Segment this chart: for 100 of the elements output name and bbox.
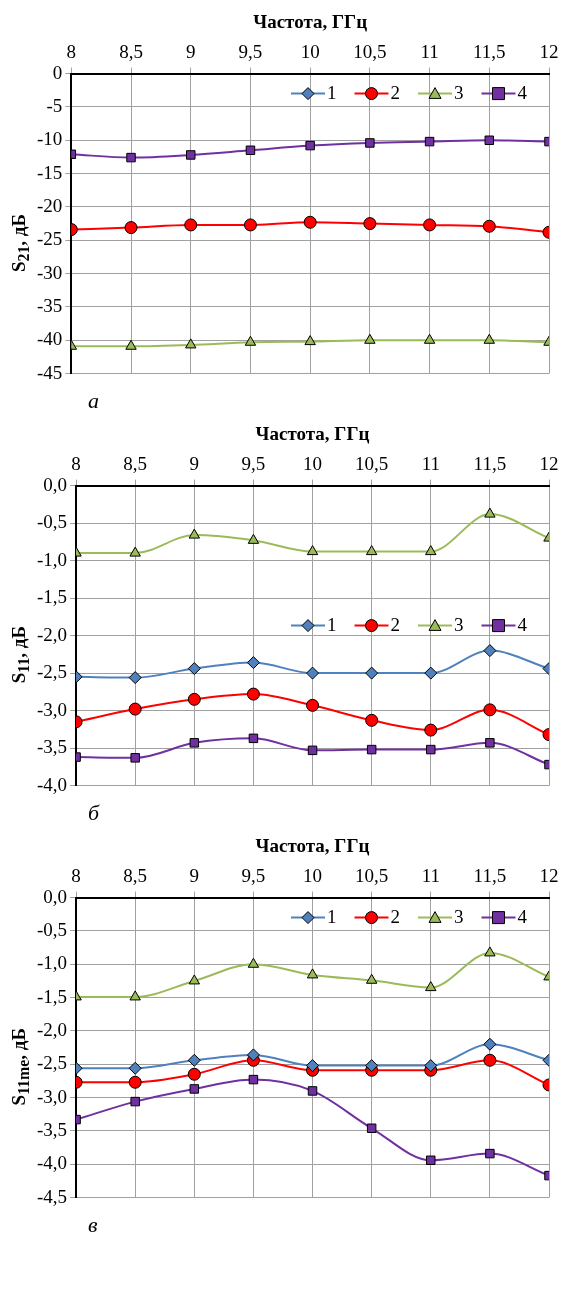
point	[187, 692, 201, 706]
y-tick-label: -35	[37, 294, 63, 316]
x-tick-label: 9	[189, 865, 200, 887]
legend-label: 2	[390, 81, 400, 103]
point	[483, 1037, 497, 1051]
point	[424, 136, 435, 147]
y-tick-label: -2,5	[37, 661, 68, 683]
legend-label: 2	[390, 905, 400, 927]
point	[365, 1059, 379, 1073]
x-tick-label: 8	[71, 453, 81, 475]
y-tick-label: -3,0	[37, 1085, 68, 1107]
y-tick-label: -2,0	[37, 623, 68, 645]
y-tick-label: -2,5	[37, 1052, 68, 1074]
y-tick-label: -40	[37, 328, 63, 350]
point	[246, 656, 260, 670]
y-tick-label: -25	[37, 228, 63, 250]
point	[185, 338, 197, 349]
x-tick-label: 11,5	[473, 865, 507, 887]
point	[485, 738, 495, 748]
point	[188, 974, 200, 985]
point	[426, 744, 436, 755]
point	[247, 533, 260, 544]
x-tick-label: 11	[421, 865, 440, 887]
point	[246, 1048, 260, 1062]
y-tick-label: -2,0	[37, 1018, 68, 1040]
legend-label: 1	[327, 81, 337, 103]
point	[424, 723, 438, 737]
text: в	[87, 1212, 99, 1238]
point	[424, 1059, 438, 1073]
y-tick-label: -3,0	[37, 698, 68, 720]
point	[366, 1123, 377, 1134]
legend-label: 3	[454, 905, 464, 927]
x-tick-label: 12	[539, 41, 559, 63]
point	[423, 218, 437, 232]
y-tick-label: -4,5	[37, 1185, 68, 1207]
y-tick-label: -1,0	[37, 548, 68, 570]
x-tick-label: 10,5	[353, 41, 387, 63]
y-tick-label: -0,5	[37, 918, 68, 940]
x-tick-label: 10,5	[355, 453, 389, 475]
y-tick-label: -45	[37, 361, 63, 383]
point	[425, 545, 437, 556]
point	[483, 703, 497, 717]
point	[248, 1074, 259, 1085]
x-tick-label: 8,5	[123, 453, 148, 475]
point	[307, 745, 318, 756]
point	[484, 946, 496, 957]
point	[130, 1096, 140, 1107]
x-tick-label: 11	[420, 41, 439, 63]
point	[365, 545, 378, 556]
y-tick-label: -1,0	[37, 952, 68, 974]
x-tick-label: 9,5	[241, 865, 266, 887]
point	[364, 333, 376, 344]
legend-label: 3	[454, 613, 464, 635]
x-tick-label: 8	[71, 865, 81, 887]
point	[247, 957, 260, 968]
point	[426, 1155, 436, 1166]
y-tick-label: -3,5	[37, 1118, 68, 1140]
x-tick-label: 11,5	[473, 453, 507, 475]
x-tick-label: 8,5	[119, 41, 143, 63]
point	[484, 507, 496, 518]
point	[424, 666, 438, 680]
point	[483, 333, 495, 344]
x-tick-label: 10	[303, 453, 323, 475]
legend-label: 4	[517, 905, 528, 927]
legend-label: 4	[517, 81, 528, 103]
x-tick-label: 10	[300, 41, 320, 63]
point	[306, 666, 320, 680]
point	[306, 698, 320, 712]
y-tick-label: -3,5	[37, 736, 68, 758]
x-tick-label: 10	[303, 865, 323, 887]
point	[129, 546, 141, 557]
point	[483, 644, 497, 658]
x-tick-label: 12	[539, 865, 559, 887]
point	[303, 215, 317, 229]
point	[128, 1061, 142, 1075]
point	[485, 1148, 495, 1159]
x-tick-label: 12	[539, 453, 559, 475]
x-axis-title: Частота, ГГц	[255, 835, 370, 857]
x-tick-label: 11	[421, 453, 440, 475]
x-tick-label: 9	[189, 453, 200, 475]
point	[245, 145, 256, 156]
point	[187, 1053, 201, 1067]
point	[246, 687, 260, 701]
legend-label: 1	[327, 613, 337, 635]
point	[184, 218, 198, 232]
text: б	[87, 800, 101, 826]
point	[189, 1084, 200, 1094]
point	[125, 339, 137, 350]
point	[130, 753, 140, 763]
point	[128, 1075, 142, 1089]
point	[186, 150, 196, 160]
y-tick-label: -4,0	[37, 1152, 68, 1174]
point	[128, 671, 142, 685]
point	[483, 1053, 497, 1067]
y-tick-label: 0,0	[43, 885, 68, 907]
point	[306, 968, 319, 979]
y-tick-label: -0,5	[37, 511, 68, 533]
point	[128, 702, 142, 716]
point	[124, 221, 138, 235]
point	[187, 662, 201, 676]
